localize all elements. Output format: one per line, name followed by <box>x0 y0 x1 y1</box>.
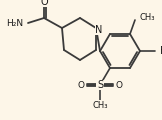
Text: CH₃: CH₃ <box>139 12 155 21</box>
Text: CH₃: CH₃ <box>92 101 108 109</box>
Text: F: F <box>160 46 162 56</box>
Text: O: O <box>77 81 85 90</box>
Text: O: O <box>40 0 48 7</box>
Text: O: O <box>116 81 122 90</box>
Text: N: N <box>95 25 103 35</box>
Text: H₂N: H₂N <box>6 19 23 29</box>
Text: S: S <box>97 80 103 90</box>
